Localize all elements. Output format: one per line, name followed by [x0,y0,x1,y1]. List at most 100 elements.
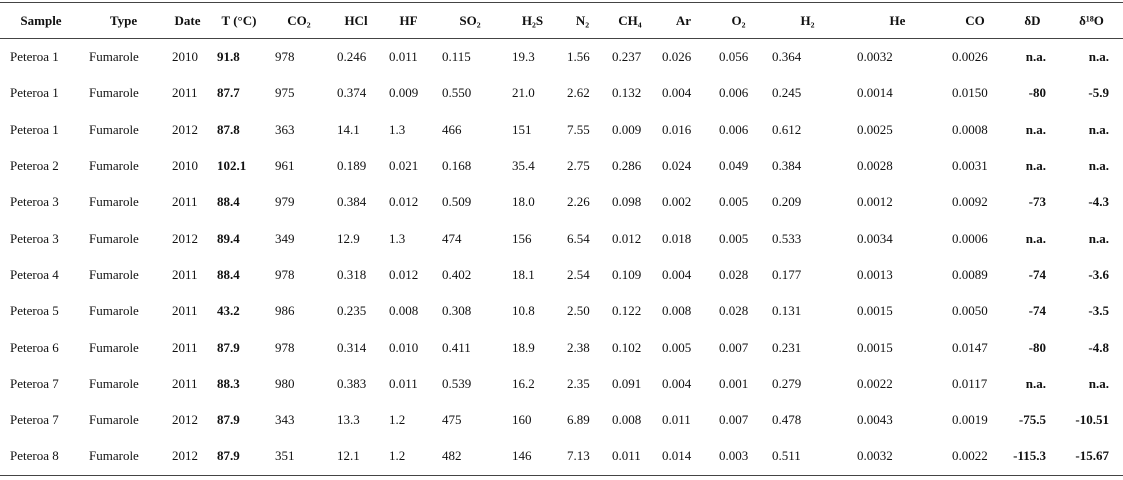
table-cell: 0.0014 [857,85,893,101]
table-cell: 0.0008 [952,121,988,137]
table-cell: 87.9 [217,339,240,355]
table-cell: Fumarole [89,85,139,101]
table-cell: 0.003 [712,438,765,476]
table-cell: 88.3 [217,375,240,391]
table-cell: -10.51 [1075,412,1109,428]
table-cell: 6.89 [567,412,590,428]
table-cell: 0.364 [772,49,802,65]
table-cell: 343 [275,412,295,428]
table-cell: 0.011 [389,375,418,391]
table-row: Peteroa 2 Fumarole 2010 102.1 961 0.189 0.021 0… [0,148,1123,184]
table-body: Peteroa 1 Fumarole 2010 91.8 978 0.246 0.011 0.… [0,39,1123,476]
table-row: Peteroa 6 Fumarole 2011 87.9 978 0.314 0.010 0.… [0,329,1123,365]
table-cell: 21.0 [512,85,535,101]
table-cell: Fumarole [89,412,139,428]
table-cell: 7.13 [560,438,605,476]
table-cell: 18.1 [512,266,535,282]
table-cell: n.a. [1025,158,1046,174]
table-cell: 0.0015 [857,339,893,355]
table-cell: 87.9 [217,412,240,428]
table-cell: 0.402 [442,266,472,282]
table-cell: 0.028 [719,303,749,319]
table-cell: 0.004 [662,375,692,391]
table-cell: n.a. [1088,158,1109,174]
table-cell: 0.011 [605,438,655,476]
table-cell: 482 [435,438,505,476]
column-header: He [850,2,945,39]
table-cell: -3.5 [1088,303,1109,319]
table-cell: 0.004 [662,266,692,282]
table-cell: n.a. [1088,375,1109,391]
table-cell: n.a. [1088,230,1109,246]
table-cell: 0.0022 [857,375,893,391]
column-header: CH₄ [605,2,655,39]
table-cell: Fumarole [89,266,139,282]
column-header: HCl [330,2,382,39]
table-cell: 0.005 [662,339,692,355]
table-cell: 0.168 [442,158,472,174]
table-cell: 0.056 [719,49,749,65]
column-header: H₂S [505,2,560,39]
table-cell: 1.56 [567,49,590,65]
table-cell: 0.533 [772,230,802,246]
table-cell: 0.006 [719,121,749,137]
column-header: O₂ [712,2,765,39]
table-cell: Peteroa 3 [10,230,59,246]
table-cell: 0.011 [662,412,691,428]
table-cell: 35.4 [512,158,535,174]
table-cell: 0.021 [389,158,419,174]
table-cell: 0.308 [442,303,472,319]
table-cell: 2011 [172,303,198,319]
table-cell: 6.54 [567,230,590,246]
table-cell: 0.012 [612,230,642,246]
table-cell: 2012 [172,230,198,246]
table-cell: -74 [1028,266,1046,282]
table-cell: 0.0028 [857,158,893,174]
table-cell: 2011 [172,375,198,391]
table-cell: 2012 [172,412,198,428]
table-cell: 0.006 [719,85,749,101]
table-cell: 2.50 [567,303,590,319]
table-cell: 0.235 [337,303,367,319]
table-cell: 349 [275,230,295,246]
table-cell: 0.0019 [952,412,988,428]
table-cell: -75.5 [1018,412,1046,428]
table-cell: 0.384 [772,158,802,174]
table-cell: 0.009 [612,121,642,137]
table-cell: 0.002 [662,194,692,210]
table-cell: 0.0006 [952,230,988,246]
table-cell: 16.2 [512,375,535,391]
table-cell: 0.011 [389,49,418,65]
table-cell: 0.237 [612,49,642,65]
table-cell: 0.511 [765,438,850,476]
table-cell: n.a. [1025,121,1046,137]
table-cell: 7.55 [567,121,590,137]
table-cell: Peteroa 7 [10,412,59,428]
table-cell: 0.0015 [857,303,893,319]
table-cell: 0.098 [612,194,642,210]
table-cell: 0.539 [442,375,472,391]
table-cell: 0.279 [772,375,802,391]
table-cell: 0.0032 [850,438,945,476]
table-cell: Peteroa 1 [10,121,59,137]
table-cell: Fumarole [89,230,139,246]
table-cell: -4.8 [1088,339,1109,355]
table-cell: 980 [275,375,295,391]
table-cell: Fumarole [89,121,139,137]
table-cell: 0.102 [612,339,642,355]
table-cell: 0.0050 [952,303,988,319]
table-cell: -3.6 [1088,266,1109,282]
table-cell: 0.245 [772,85,802,101]
column-header: Type [82,2,165,39]
table-cell: n.a. [1088,49,1109,65]
column-header: CO [945,2,1005,39]
table-cell: 2011 [172,339,198,355]
table-row: Peteroa 7 Fumarole 2012 87.9 343 13.3 1.2 475 16… [0,402,1123,438]
table-cell: 0.012 [389,194,419,210]
table-cell: 0.0117 [952,375,988,391]
table-cell: 87.8 [217,121,240,137]
table-cell: 2011 [172,194,198,210]
table-cell: 2011 [172,266,198,282]
